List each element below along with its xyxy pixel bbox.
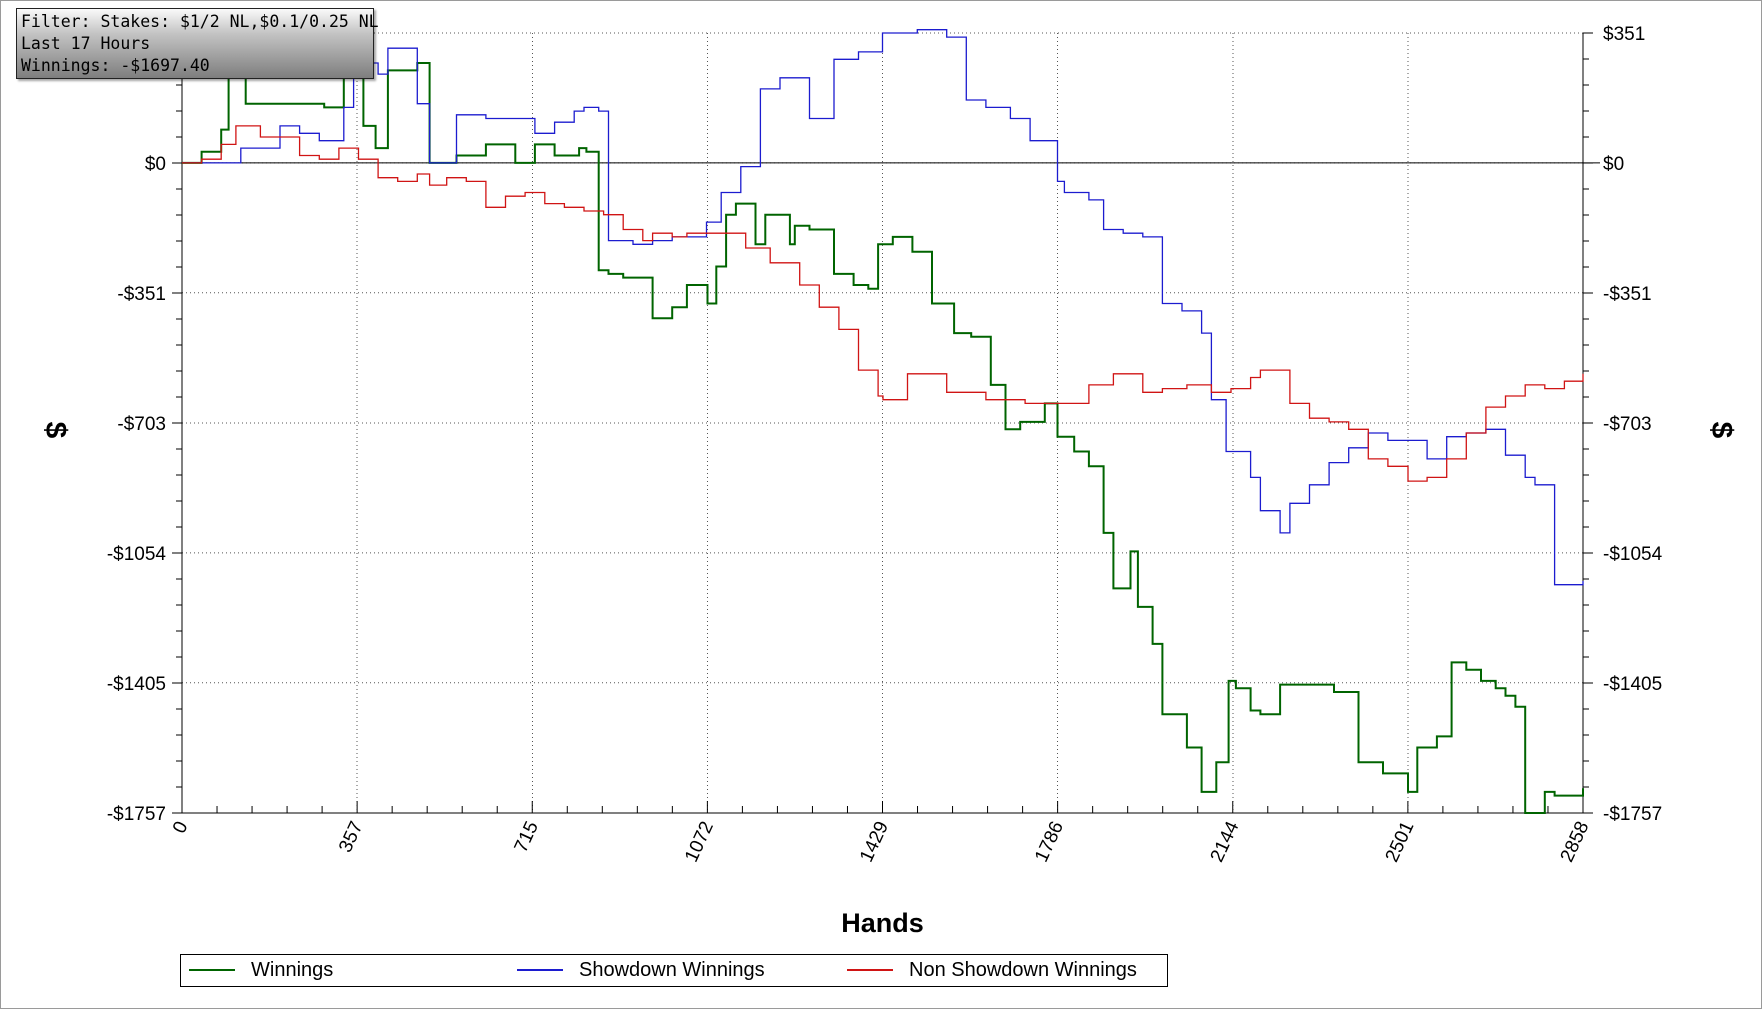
y-tick-label-left: -$1757 [107,804,166,825]
axis-labels: $351$351$0$0-$351-$351-$703-$703-$1054-$… [39,24,1738,938]
chart-legend: Winnings Showdown Winnings Non Showdown … [180,954,1168,987]
winnings-line [182,62,1584,814]
filter-stakes-text: Filter: Stakes: $1/2 NL,$0.1/0.25 NL [21,12,379,31]
legend-label-non-showdown: Non Showdown Winnings [909,959,1137,981]
y-axis-title-right: $ [1705,422,1738,439]
y-tick-label-right: $0 [1603,154,1624,175]
legend-swatch-showdown [517,968,563,971]
legend-swatch-non-showdown [847,968,893,971]
x-tick-label: 1429 [856,818,893,865]
y-axis-title-left: $ [39,422,72,439]
filter-winnings-text: Winnings: -$1697.40 [21,56,210,75]
y-tick-label-left: -$703 [117,414,166,435]
legend-item-non-showdown[interactable]: Non Showdown Winnings [847,955,1137,986]
y-tick-label-right: -$1054 [1603,544,1663,565]
y-tick-label-left: $0 [145,154,166,175]
legend-label-showdown: Showdown Winnings [579,959,765,981]
y-tick-label-right: -$703 [1603,414,1652,435]
axes [172,32,1600,814]
filter-time-text: Last 17 Hours [21,34,151,53]
y-tick-label-right: -$351 [1603,284,1652,305]
x-tick-label: 2858 [1557,818,1594,865]
grid-lines [181,32,1584,814]
x-axis-title: Hands [841,908,924,938]
legend-item-winnings[interactable]: Winnings [189,955,333,986]
y-tick-label-left: -$1054 [107,544,167,565]
legend-item-showdown[interactable]: Showdown Winnings [517,955,765,986]
legend-swatch-winnings [189,968,235,971]
x-tick-label: 2501 [1382,818,1419,865]
x-tick-label: 1072 [681,818,718,865]
y-tick-label-left: -$351 [117,284,166,305]
y-tick-label-right: -$1405 [1603,674,1662,695]
x-tick-label: 1786 [1031,818,1068,865]
showdown-winnings-line [182,29,1584,586]
x-tick-label: 2144 [1207,818,1244,866]
filter-info-box: Filter: Stakes: $1/2 NL,$0.1/0.25 NL Las… [16,8,379,79]
y-tick-label-right: $351 [1603,24,1645,45]
x-tick-label: 715 [511,818,543,856]
legend-label-winnings: Winnings [251,959,334,981]
x-tick-label: 357 [335,818,367,856]
x-tick-label: 0 [169,818,193,836]
series-lines [182,29,1584,814]
non-showdown-winnings-line [182,125,1584,482]
y-tick-label-right: -$1757 [1603,804,1662,825]
y-tick-label-left: -$1405 [107,674,166,695]
